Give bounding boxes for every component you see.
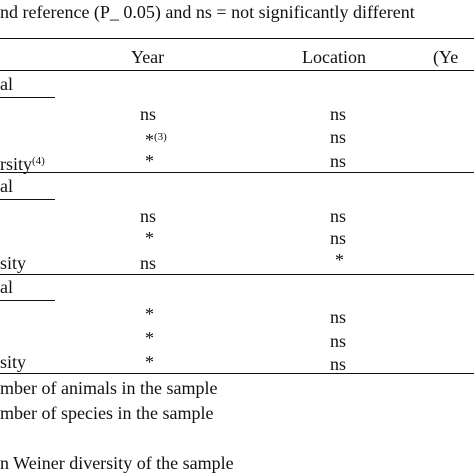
section-underline xyxy=(0,300,55,301)
row-label: sity xyxy=(0,253,27,273)
cell-year: *(3) xyxy=(145,127,167,150)
section-heading: al xyxy=(0,176,13,196)
header-rule xyxy=(0,70,474,71)
cell-location: ns xyxy=(330,307,347,327)
cell-location: ns xyxy=(330,127,347,147)
cell-year: * xyxy=(145,304,154,324)
row-label: sity xyxy=(0,352,27,372)
bottom-rule xyxy=(0,373,474,374)
column-header-year-cut: (Ye xyxy=(433,47,459,67)
cell-year-value: * xyxy=(145,130,154,150)
footnote-marker: (4) xyxy=(32,155,45,167)
footnote: n Weiner diversity of the sample xyxy=(0,453,234,473)
cell-location: * xyxy=(335,250,344,270)
cell-location: ns xyxy=(330,206,347,226)
cell-year: * xyxy=(145,151,154,171)
cell-location: ns xyxy=(330,331,347,351)
footnote: mber of species in the sample xyxy=(0,403,214,423)
section-rule xyxy=(0,172,474,173)
cell-year: ns xyxy=(140,253,157,273)
cell-location: ns xyxy=(330,104,347,124)
table-caption: nd reference (P_ 0.05) and ns = not sign… xyxy=(0,2,415,22)
section-underline xyxy=(0,97,55,98)
section-heading: al xyxy=(0,74,13,94)
cell-year: * xyxy=(145,328,154,348)
cell-location: ns xyxy=(330,151,347,171)
cell-year: * xyxy=(145,228,154,248)
top-rule xyxy=(0,38,474,39)
cell-location: ns xyxy=(330,354,347,374)
column-header-year: Year xyxy=(131,47,165,67)
column-header-location: Location xyxy=(302,47,366,67)
cell-year: ns xyxy=(140,104,157,124)
footnote-marker: (3) xyxy=(154,131,167,143)
row-label-text: rsity xyxy=(0,154,33,174)
section-underline xyxy=(0,199,55,200)
cell-year: * xyxy=(145,352,154,372)
section-rule xyxy=(0,274,474,275)
cell-location: ns xyxy=(330,228,347,248)
cell-year: ns xyxy=(140,206,157,226)
section-heading: al xyxy=(0,277,13,297)
footnote: mber of animals in the sample xyxy=(0,378,218,398)
row-label: rsity(4) xyxy=(0,151,45,174)
